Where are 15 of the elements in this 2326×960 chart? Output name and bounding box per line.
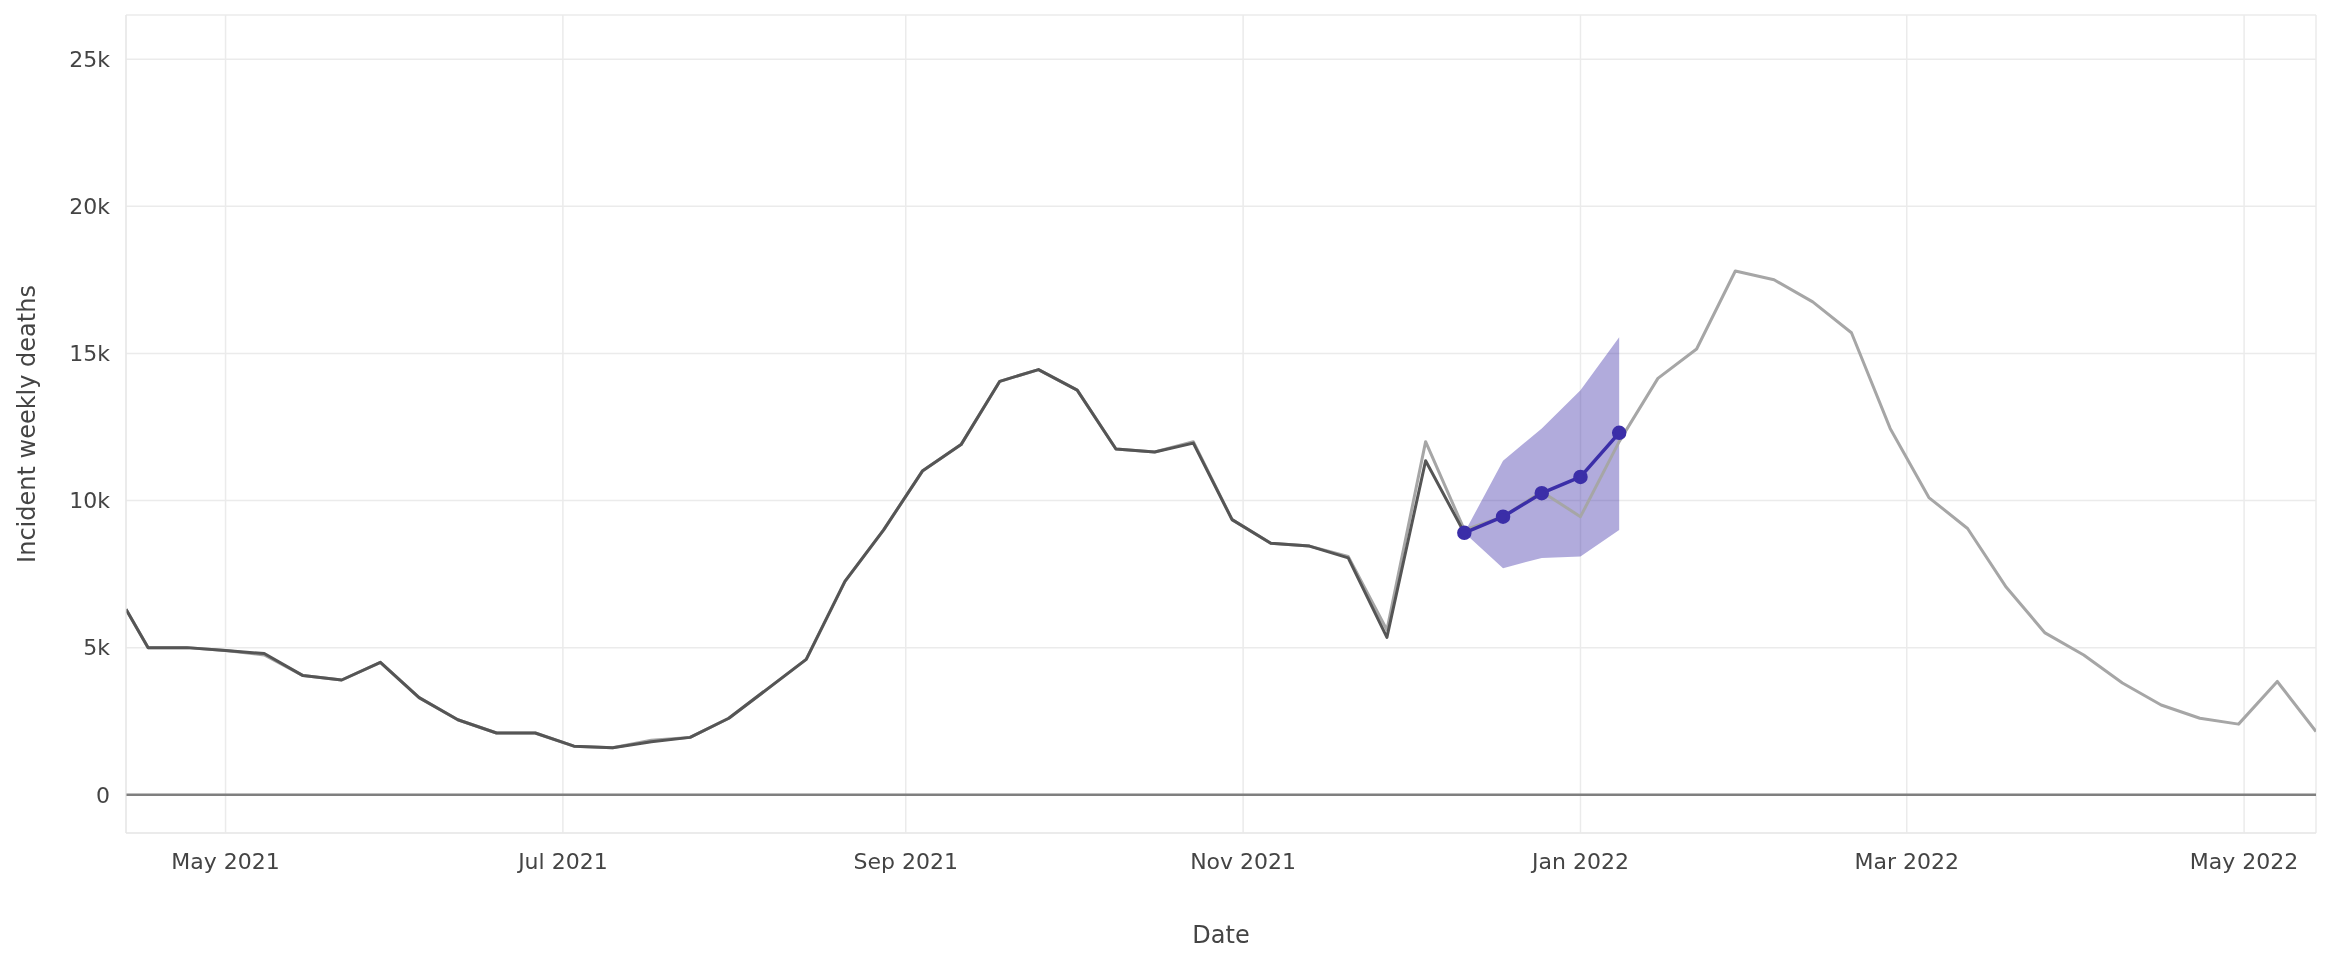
x-tick-label: May 2022 [2189, 848, 2299, 874]
x-tick-label: Jul 2021 [516, 848, 608, 874]
y-tick-label: 20k [69, 194, 111, 220]
y-tick-label: 0 [96, 782, 110, 808]
y-tick-label: 5k [83, 635, 111, 661]
y-axis-title: Incident weekly deaths [12, 285, 41, 563]
y-tick-label: 10k [69, 488, 111, 514]
x-tick-label: Mar 2022 [1854, 848, 1960, 874]
x-tick-label: Jan 2022 [1530, 848, 1629, 874]
y-tick-label: 25k [69, 46, 111, 72]
x-tick-label: Sep 2021 [853, 848, 958, 874]
y-tick-label: 15k [69, 341, 111, 367]
x-tick-label: May 2021 [171, 848, 280, 874]
x-axis-title: Date [1192, 921, 1250, 949]
x-tick-label: Nov 2021 [1190, 848, 1297, 874]
